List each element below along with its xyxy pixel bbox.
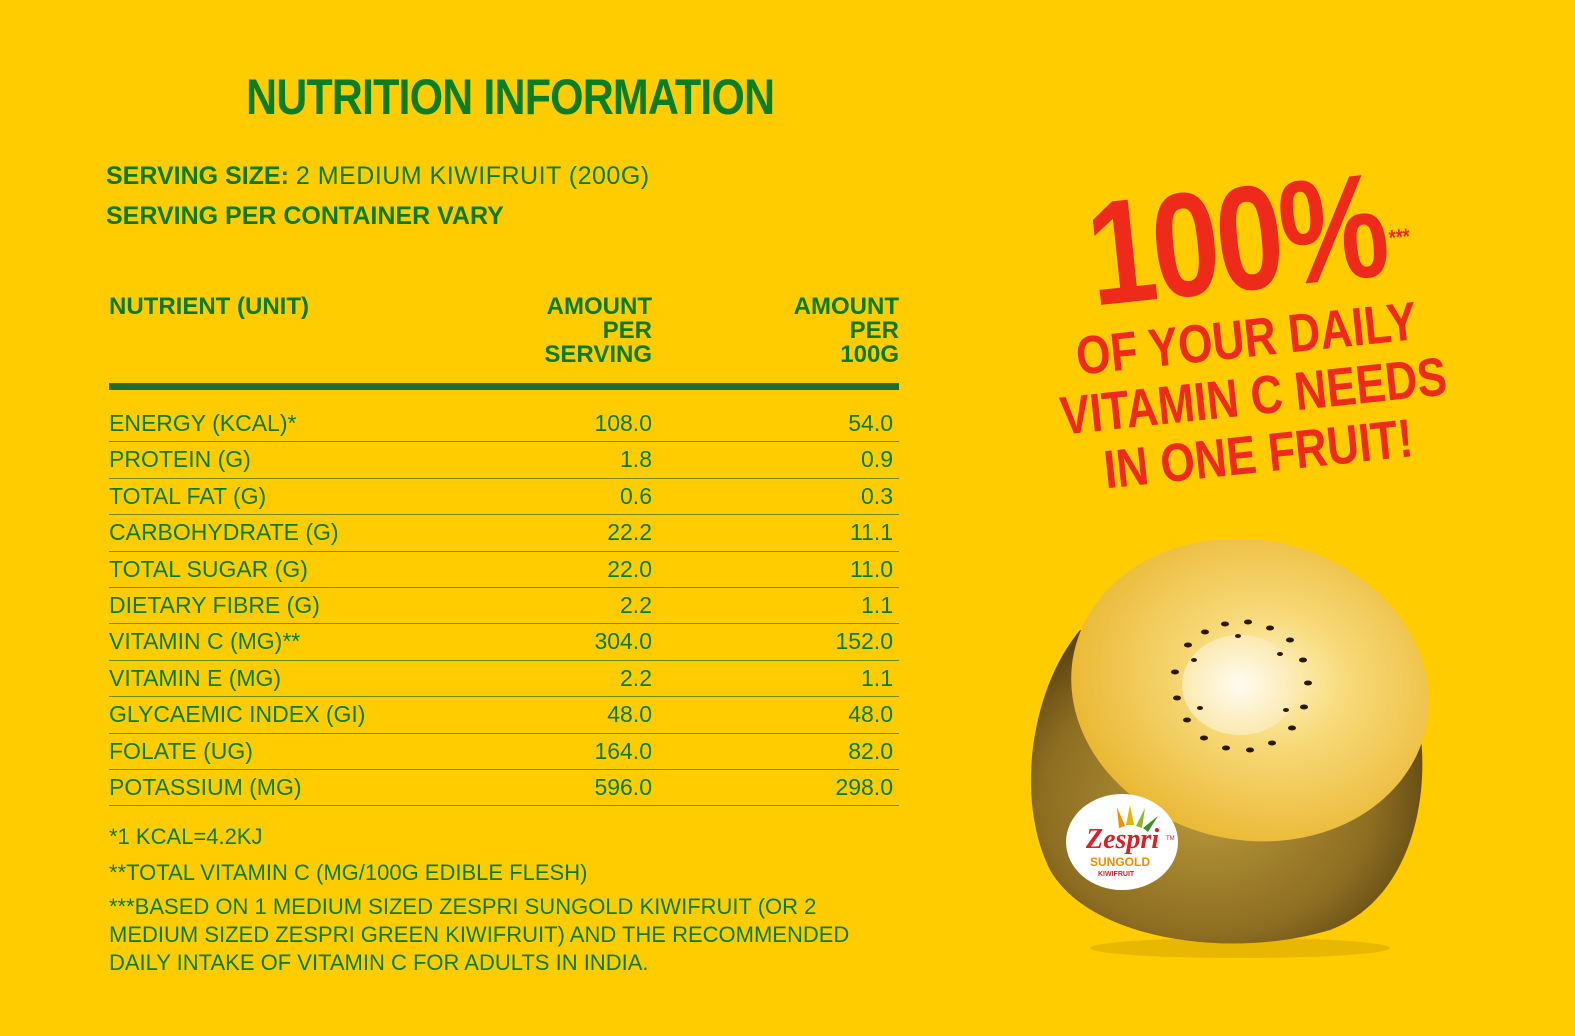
sticker-variety: SUNGOLD [1090, 855, 1150, 869]
table-row: FOLATE (UG) 164.0 82.0 [109, 734, 899, 770]
table-row: TOTAL SUGAR (G) 22.0 11.0 [109, 552, 899, 588]
table-row: DIETARY FIBRE (G) 2.2 1.1 [109, 588, 899, 625]
page-title: NUTRITION INFORMATION [246, 69, 775, 125]
header-nutrient: NUTRIENT (UNIT) [109, 293, 309, 320]
zespri-sticker: Zespri TM SUNGOLD KIWIFRUIT [1066, 794, 1178, 890]
serving-size-value: 2 MEDIUM KIWIFRUIT (200G) [295, 162, 650, 190]
table-row: VITAMIN C (MG)** 304.0 152.0 [109, 624, 899, 661]
sticker-trademark: TM [1166, 836, 1175, 842]
servings-per-container: SERVING PER CONTAINER VARY [106, 202, 504, 230]
table-row: CARBOHYDRATE (G) 22.2 11.1 [109, 515, 899, 552]
serving-size-label: SERVING SIZE: [106, 162, 289, 190]
sticker-sub: KIWIFRUIT [1098, 871, 1135, 878]
vitamin-c-promo: 100% *** OF YOUR DAILY VITAMIN C NEEDS IN… [995, 142, 1495, 507]
header-per-100g: AMOUNT PER 100G [793, 293, 899, 368]
table-row: VITAMIN E (MG) 2.2 1.1 [109, 661, 899, 698]
table-row: TOTAL FAT (G) 0.6 0.3 [109, 479, 899, 516]
kiwi-image: Zespri TM SUNGOLD KIWIFRUIT [1030, 540, 1429, 958]
nutrition-table: NUTRIENT (UNIT) AMOUNT PER SERVING AMOUN… [109, 295, 899, 377]
kiwi-core [1182, 635, 1298, 735]
footnote-vitamin-c: **TOTAL VITAMIN C (MG/100G EDIBLE FLESH) [109, 860, 588, 885]
kiwi-shadow [1090, 938, 1390, 958]
table-row: PROTEIN (G) 1.8 0.9 [109, 442, 899, 479]
footnote-energy: *1 KCAL=4.2KJ [109, 824, 263, 849]
sticker-brand: Zespri [1085, 824, 1159, 855]
table-row: GLYCAEMIC INDEX (GI) 48.0 48.0 [109, 697, 899, 734]
header-divider [109, 383, 899, 390]
kiwi-seeds [1171, 619, 1312, 753]
header-per-serving: AMOUNT PER SERVING [544, 293, 652, 368]
table-body: ENERGY (KCAL)* 108.0 54.0 PROTEIN (G) 1.8 0.… [109, 406, 899, 807]
serving-size: SERVING SIZE: 2 MEDIUM KIWIFRUIT (200G) [106, 162, 650, 191]
footnote-daily-intake: ***BASED ON 1 MEDIUM SIZED ZESPRI SUNGOL… [109, 894, 850, 975]
table-row: POTASSIUM (MG) 596.0 298.0 [109, 770, 899, 807]
table-row: ENERGY (KCAL)* 108.0 54.0 [109, 406, 899, 443]
table-header: NUTRIENT (UNIT) AMOUNT PER SERVING AMOUN… [109, 295, 899, 377]
